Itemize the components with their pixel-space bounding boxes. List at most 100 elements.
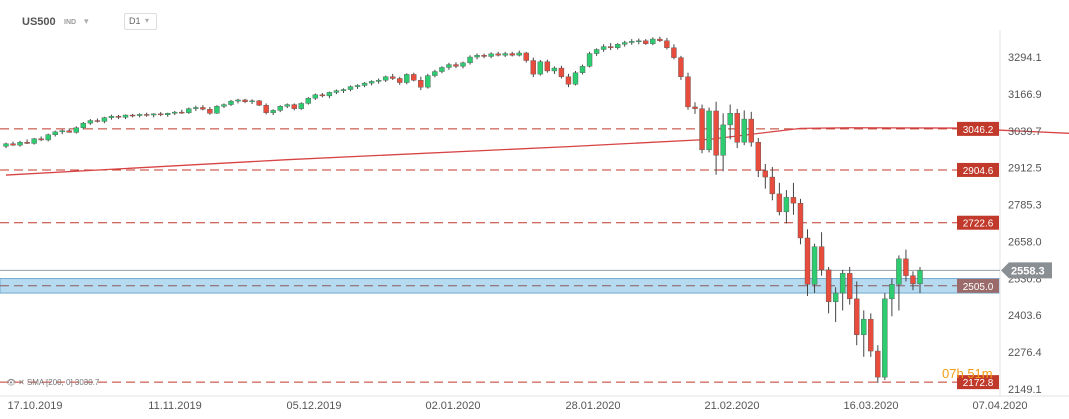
candle-body [699, 108, 705, 151]
candle-body [291, 104, 297, 109]
candle-body [488, 53, 494, 57]
candle [868, 313, 874, 357]
candle [333, 89, 340, 95]
y-tick-label: 2785.3 [1008, 200, 1042, 212]
candle [516, 50, 522, 57]
candle [678, 55, 684, 80]
indicators-button[interactable]: IND [64, 19, 77, 26]
candle-body [101, 117, 108, 122]
candle-body [769, 176, 776, 195]
candle-body [643, 40, 649, 44]
candle-body [425, 75, 431, 88]
candle [903, 249, 909, 282]
candle-body [411, 74, 417, 81]
candle [172, 110, 178, 116]
candle [284, 103, 290, 109]
candle-body [221, 104, 227, 107]
candle-body [861, 318, 867, 336]
candle-body [319, 94, 326, 97]
level-label: 2172.8 [963, 378, 994, 389]
candle-body [762, 170, 769, 178]
candle [481, 53, 487, 59]
symbol-label[interactable]: US500 [22, 16, 56, 28]
candle [811, 243, 818, 294]
candle [607, 43, 614, 51]
candle-body [713, 110, 719, 156]
y-tick-label: 3294.1 [1008, 52, 1042, 64]
candle-body [460, 62, 466, 67]
level-label-box [957, 278, 999, 293]
candle [671, 44, 677, 60]
candle [45, 133, 51, 142]
candle [776, 182, 783, 216]
candle-body [804, 237, 811, 285]
candle-body [200, 107, 206, 110]
candle [115, 115, 122, 120]
candle [179, 109, 185, 114]
candle [713, 101, 719, 175]
y-tick-label: 2149.1 [1008, 384, 1042, 396]
candle [741, 110, 747, 146]
candle [551, 66, 558, 74]
candle [614, 43, 621, 50]
candle [910, 271, 916, 291]
candle-body [790, 197, 797, 204]
candle [235, 98, 241, 104]
candle [734, 108, 740, 149]
candle-body [108, 115, 115, 118]
candle [854, 281, 860, 346]
candle [361, 81, 368, 88]
candle [347, 85, 354, 92]
candle-body [186, 108, 192, 113]
candle-body [432, 71, 438, 76]
chevron-down-icon[interactable]: ▾ [84, 16, 89, 26]
candle-body [73, 127, 80, 133]
candle-body [671, 47, 677, 58]
candle-body [87, 120, 94, 124]
candle-body [889, 284, 895, 300]
candle-body [678, 57, 684, 77]
candle [425, 73, 431, 89]
candle-body [143, 114, 150, 116]
level-label: 2722.6 [963, 219, 994, 230]
countdown-m-unit: m [981, 366, 993, 381]
candle [136, 113, 143, 118]
candle [558, 65, 565, 79]
candle [460, 61, 466, 69]
candle-body [882, 298, 888, 378]
candle-body [66, 130, 72, 133]
candle [917, 266, 923, 294]
candle-body [530, 60, 537, 75]
candle [762, 164, 769, 189]
candle-body [636, 40, 642, 42]
candle-body [720, 124, 726, 156]
candle-body [38, 138, 44, 141]
candle [382, 75, 389, 82]
candle [474, 53, 480, 60]
x-tick-label: 05.12.2019 [286, 400, 341, 412]
candle [150, 113, 157, 118]
candle [439, 66, 445, 74]
candle-body [404, 74, 410, 83]
x-tick-label: 11.11.2019 [148, 400, 201, 412]
candle [804, 229, 811, 296]
candle [706, 107, 712, 153]
candle [699, 104, 705, 154]
candle [24, 139, 30, 145]
candle-body [333, 90, 340, 93]
candle-body [298, 103, 304, 109]
candle [404, 73, 410, 85]
close-icon[interactable]: ✕ [18, 378, 25, 387]
timeframe-select[interactable]: D1 ▾ [124, 13, 157, 30]
candle [354, 84, 361, 89]
candle-body [875, 350, 881, 378]
candle-body [157, 113, 164, 116]
candle-body [375, 80, 382, 82]
candle [157, 112, 164, 117]
candle [305, 97, 312, 105]
candle-body [326, 92, 333, 97]
timeframe-value: D1 [129, 16, 141, 26]
candle-body [122, 114, 129, 118]
eye-icon[interactable]: 👁 [6, 378, 17, 387]
